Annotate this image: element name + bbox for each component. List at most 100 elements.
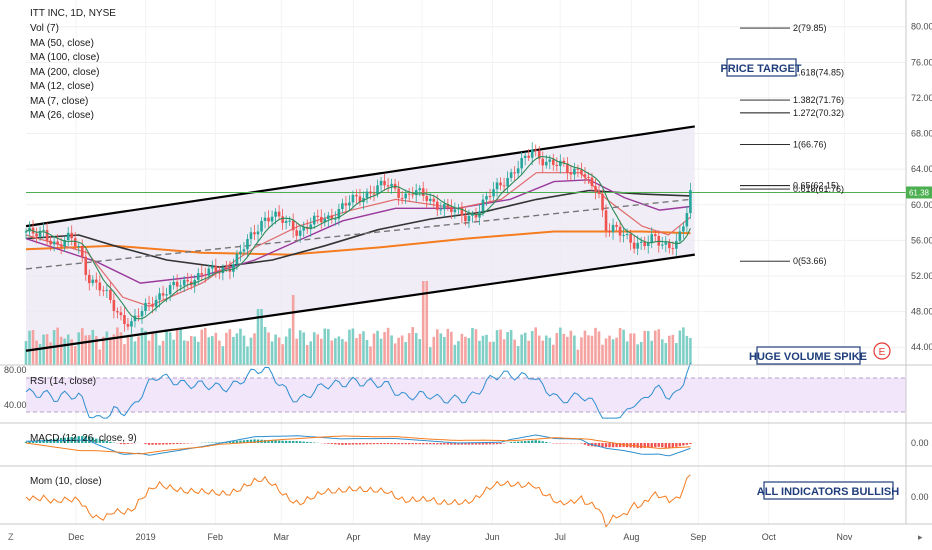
- candle-body: [548, 159, 552, 162]
- macd-hist-bar: [242, 440, 246, 443]
- macd-hist-bar: [485, 443, 488, 445]
- candle-body: [523, 155, 527, 159]
- candle-body: [506, 177, 509, 187]
- volume-bar: [323, 328, 327, 365]
- candle-body: [140, 310, 144, 317]
- earnings-circle-icon[interactable]: [873, 342, 891, 360]
- candle-body: [186, 279, 190, 282]
- candle-body: [509, 172, 513, 178]
- candle-body: [207, 268, 211, 276]
- volume-bar: [386, 327, 390, 365]
- volume-bar: [555, 333, 559, 365]
- macd-hist-bar: [168, 443, 172, 445]
- macd-hist-bar: [158, 443, 161, 445]
- ma-12-line: [25, 172, 691, 307]
- candle-body: [608, 230, 611, 233]
- candle-body: [358, 196, 362, 203]
- legend-item: MA (12, close): [30, 81, 94, 92]
- rsi-tick-label: 80.00: [4, 365, 27, 375]
- candle-body: [502, 185, 506, 187]
- macd-hist-bar: [615, 443, 618, 448]
- macd-hist-bar: [147, 443, 151, 445]
- volume-bar: [520, 334, 523, 365]
- volume-bar: [372, 333, 376, 365]
- macd-hist-bar: [664, 443, 667, 448]
- candle-body: [601, 193, 604, 211]
- candle-body: [351, 194, 355, 203]
- volume-bar: [45, 334, 49, 365]
- volume-bar: [270, 341, 274, 365]
- macd-hist-bar: [604, 443, 608, 448]
- macd-hist-bar: [467, 443, 471, 445]
- volume-bar: [298, 330, 302, 365]
- volume-bar: [527, 340, 530, 365]
- candle-body: [319, 216, 323, 223]
- candle-body: [182, 279, 186, 286]
- candle-body: [239, 251, 242, 255]
- macd-hist-bar: [425, 443, 428, 445]
- candle-body: [232, 264, 235, 272]
- macd-hist-bar: [513, 441, 516, 443]
- legend-item: MA (7, close): [30, 96, 88, 107]
- volume-bar: [84, 335, 88, 365]
- macd-hist-bar: [119, 443, 123, 445]
- volume-bar: [646, 330, 650, 365]
- volume-bar: [182, 340, 186, 365]
- candle-body: [84, 256, 88, 275]
- volume-bar: [443, 337, 446, 365]
- time-tick-label: Apr: [346, 532, 360, 542]
- volume-bar: [513, 339, 516, 365]
- rsi-tick-label: 40.00: [4, 400, 27, 410]
- macd-hist-bar: [372, 443, 376, 445]
- volume-bar: [49, 342, 52, 365]
- volume-bar: [73, 346, 77, 365]
- candle-body: [87, 274, 91, 284]
- volume-bar: [474, 329, 478, 365]
- macd-hist-bar: [429, 443, 432, 445]
- macd-hist-bar: [541, 441, 544, 443]
- macd-hist-bar: [383, 443, 386, 445]
- volume-bar: [137, 336, 140, 365]
- candle-body: [615, 224, 618, 227]
- volume-bar: [109, 337, 112, 365]
- volume-bar: [179, 329, 182, 365]
- macd-hist-bar: [365, 443, 369, 445]
- candle-body: [295, 230, 298, 236]
- macd-hist-bar: [618, 443, 622, 448]
- rsi-title: RSI (14, close): [30, 376, 96, 387]
- volume-bar: [488, 341, 492, 365]
- candle-body: [559, 160, 562, 167]
- price-tick-label: 72.00: [911, 93, 932, 103]
- volume-bar: [28, 330, 31, 365]
- rsi-line: [25, 362, 691, 419]
- candle-body: [147, 302, 151, 305]
- scroll-right-icon[interactable]: ▸: [918, 532, 923, 542]
- candle-body: [284, 220, 288, 223]
- candle-body: [443, 203, 446, 210]
- candle-body: [302, 226, 306, 231]
- candle-body: [390, 183, 393, 187]
- candle-body: [267, 217, 270, 222]
- volume-bar: [327, 329, 330, 365]
- macd-hist-bar: [671, 443, 675, 448]
- time-tick-label: Sep: [690, 532, 706, 542]
- candle-body: [411, 194, 414, 196]
- macd-hist-bar: [527, 440, 530, 443]
- price-axis[interactable]: 44.00 48.00 52.00 56.00 60.00 64.00 68.00 72.00…: [911, 22, 932, 352]
- volume-bar: [102, 336, 105, 365]
- earnings-badge[interactable]: E: [873, 342, 891, 360]
- macd-hist-bar: [457, 443, 460, 445]
- timezone-icon[interactable]: Z: [8, 532, 14, 542]
- volume-bar: [397, 337, 400, 365]
- macd-hist-bar: [580, 443, 583, 444]
- volume-bar: [196, 341, 200, 365]
- candle-body: [513, 172, 516, 174]
- candle-body: [161, 293, 165, 296]
- legend-item: MA (50, close): [30, 38, 94, 49]
- candle-body: [126, 324, 130, 327]
- volume-bar: [390, 335, 393, 365]
- volume-bar: [193, 336, 197, 365]
- time-axis[interactable]: Dec 2019 Feb Mar Apr May Jun Jul Aug Sep Oct Nov: [68, 532, 853, 542]
- regression-trend-line: [25, 198, 691, 270]
